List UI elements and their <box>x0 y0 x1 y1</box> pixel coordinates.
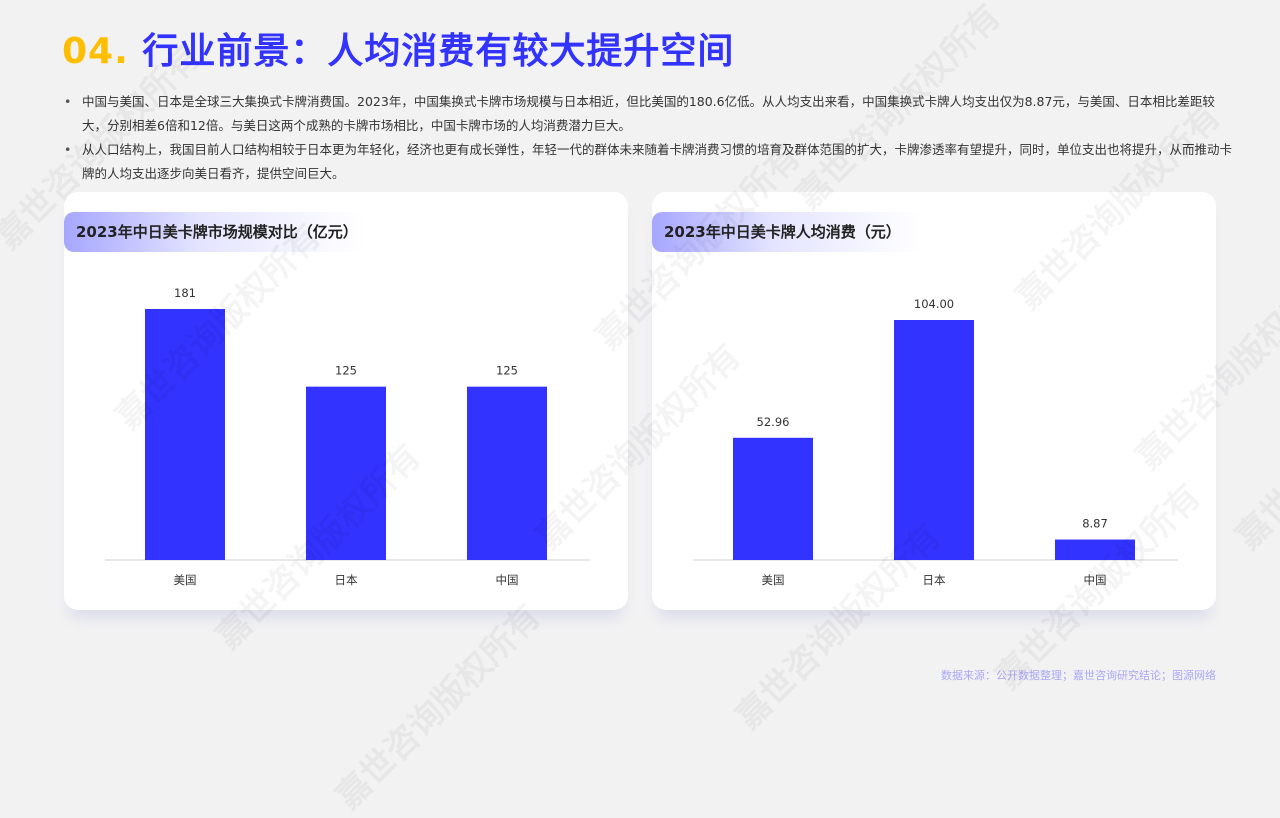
watermark: 嘉世咨询版权所有 <box>1223 331 1280 558</box>
chart-card-per-capita: 52.96 美国 104.00 日本 8.87 中国 2023年中日美卡牌人均消费（元） <box>652 192 1216 610</box>
bullet-item: 从人口结构上，我国目前人口结构相较于日本更为年轻化，经济也更有成长弹性，年轻一代… <box>62 138 1232 186</box>
chart-title: 2023年中日美卡牌市场规模对比（亿元） <box>64 212 364 252</box>
chart-market-size: 181 美国 125 日本 125 中国 <box>105 286 590 587</box>
page-title: 04. 行业前景：人均消费有较大提升空间 <box>62 22 734 74</box>
chart-per-capita: 52.96 美国 104.00 日本 8.87 中国 <box>693 297 1178 587</box>
bar-2 <box>894 320 974 560</box>
x-tick-label: 中国 <box>496 573 519 587</box>
x-tick-label: 中国 <box>1084 573 1107 587</box>
bar-3 <box>467 386 547 560</box>
title-text: 行业前景：人均消费有较大提升空间 <box>142 31 735 72</box>
data-label: 52.96 <box>757 415 790 429</box>
data-label: 125 <box>496 364 518 378</box>
chart-title: 2023年中日美卡牌人均消费（元） <box>652 212 922 252</box>
x-tick-label: 日本 <box>923 573 946 587</box>
x-tick-label: 美国 <box>174 573 197 587</box>
bar-1 <box>733 437 813 560</box>
data-label: 181 <box>174 286 196 300</box>
bar-2 <box>306 386 386 560</box>
chart-card-market-size: 181 美国 125 日本 125 中国 2023年中日美卡牌市场规模对比（亿元） <box>64 192 628 610</box>
watermark: 嘉世咨询版权所有 <box>323 591 550 818</box>
section-number: 04. <box>62 31 129 72</box>
x-tick-label: 美国 <box>762 573 785 587</box>
bar-3 <box>1055 539 1135 560</box>
data-label: 125 <box>335 364 357 378</box>
data-source: 数据来源：公开数据整理；嘉世咨询研究结论；图源网络 <box>941 669 1216 682</box>
bullet-list: 中国与美国、日本是全球三大集换式卡牌消费国。2023年，中国集换式卡牌市场规模与… <box>62 90 1232 186</box>
data-label: 8.87 <box>1082 517 1108 531</box>
bar-1 <box>145 309 225 560</box>
data-label: 104.00 <box>914 297 954 311</box>
bullet-item: 中国与美国、日本是全球三大集换式卡牌消费国。2023年，中国集换式卡牌市场规模与… <box>62 90 1232 138</box>
x-tick-label: 日本 <box>335 573 358 587</box>
